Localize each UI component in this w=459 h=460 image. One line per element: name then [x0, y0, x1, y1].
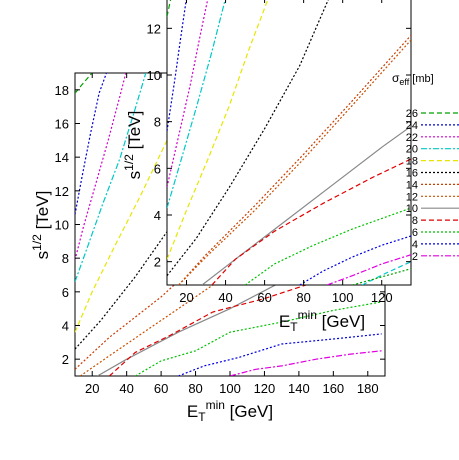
back-xtick-label: 20: [85, 381, 99, 396]
inset-curve-4: [167, 0, 226, 209]
back-xtick-label: 140: [288, 381, 310, 396]
inset-xtick-label: 20: [179, 290, 193, 305]
legend-label: 14: [406, 179, 418, 191]
inset-curve-1: [167, 0, 172, 17]
inset-curve-12: [299, 235, 411, 285]
legend-label: 22: [406, 132, 418, 144]
back-curve-11: [134, 301, 382, 376]
back-curve-1: [75, 73, 94, 94]
legend-label: 26: [406, 108, 418, 120]
inset-xtick-label: 120: [371, 290, 393, 305]
back-xtick-label: 160: [322, 381, 344, 396]
back-xtick-label: 40: [119, 381, 133, 396]
inset-plot-frame: [166, 0, 412, 286]
inset-curve-15: [352, 268, 411, 285]
back-ytick-label: 6: [62, 285, 69, 300]
back-curve-4: [75, 73, 147, 282]
inset-ytick-label: 6: [154, 161, 161, 176]
inset-curve-11: [244, 207, 411, 285]
back-xtick-label: 100: [219, 381, 241, 396]
inset-ytick-label: 8: [154, 115, 161, 130]
back-ytick-label: 12: [55, 184, 69, 199]
legend-label: 16: [406, 168, 418, 180]
inset-curve-13: [326, 254, 411, 285]
inset-ytick-label: 12: [147, 21, 161, 36]
back-y-axis-label: s1/2 [TeV]: [30, 191, 52, 260]
legend-label: 24: [406, 120, 418, 132]
back-curve-3: [75, 73, 127, 261]
legend-label: 2: [412, 251, 418, 263]
legend-label: 4: [412, 239, 418, 251]
back-curve-12: [178, 333, 382, 376]
inset-curve-9: [201, 125, 411, 285]
back-curve-10: [108, 260, 382, 376]
inset-curve-10: [211, 158, 411, 285]
legend-label: 6: [412, 227, 418, 239]
inset-curve-8: [178, 39, 411, 285]
back-ytick-label: 18: [55, 83, 69, 98]
inset-xtick-label: 80: [296, 290, 310, 305]
back-ytick-label: 8: [62, 251, 69, 266]
legend-label: 12: [406, 191, 418, 203]
legend-label: 18: [406, 156, 418, 168]
back-ytick-label: 14: [55, 150, 69, 165]
inset-curve-7: [178, 34, 411, 285]
back-xtick-label: 180: [357, 381, 379, 396]
inset-y-axis-label: s1/2 [TeV]: [122, 111, 144, 180]
back-xtick-label: 80: [188, 381, 202, 396]
inset-ytick-label: 10: [147, 68, 161, 83]
inset-ytick-label: 2: [154, 255, 161, 270]
back-xtick-label: 120: [254, 381, 276, 396]
back-curve-2: [75, 73, 108, 215]
inset-curve-2: [167, 0, 187, 132]
legend-label: 10: [406, 203, 418, 215]
inset-curve-14: [361, 261, 411, 285]
inset-xtick-label: 100: [332, 290, 354, 305]
back-ytick-label: 10: [55, 218, 69, 233]
legend-label: 20: [406, 144, 418, 156]
back-ytick-label: 2: [62, 352, 69, 367]
inset-curve-3: [167, 0, 209, 188]
back-ytick-label: 4: [62, 319, 69, 334]
inset-curve-6: [167, 0, 329, 277]
inset-ytick-label: 4: [154, 208, 161, 223]
inset-curve-5: [167, 0, 269, 260]
back-x-axis-label: ETmin [GeV]: [187, 398, 273, 424]
back-ytick-label: 16: [55, 117, 69, 132]
inset-xtick-label: 60: [257, 290, 271, 305]
back-xtick-label: 60: [154, 381, 168, 396]
legend-label: 8: [412, 215, 418, 227]
inset-xtick-label: 40: [218, 290, 232, 305]
legend-title: σeff [mb]: [392, 71, 434, 87]
